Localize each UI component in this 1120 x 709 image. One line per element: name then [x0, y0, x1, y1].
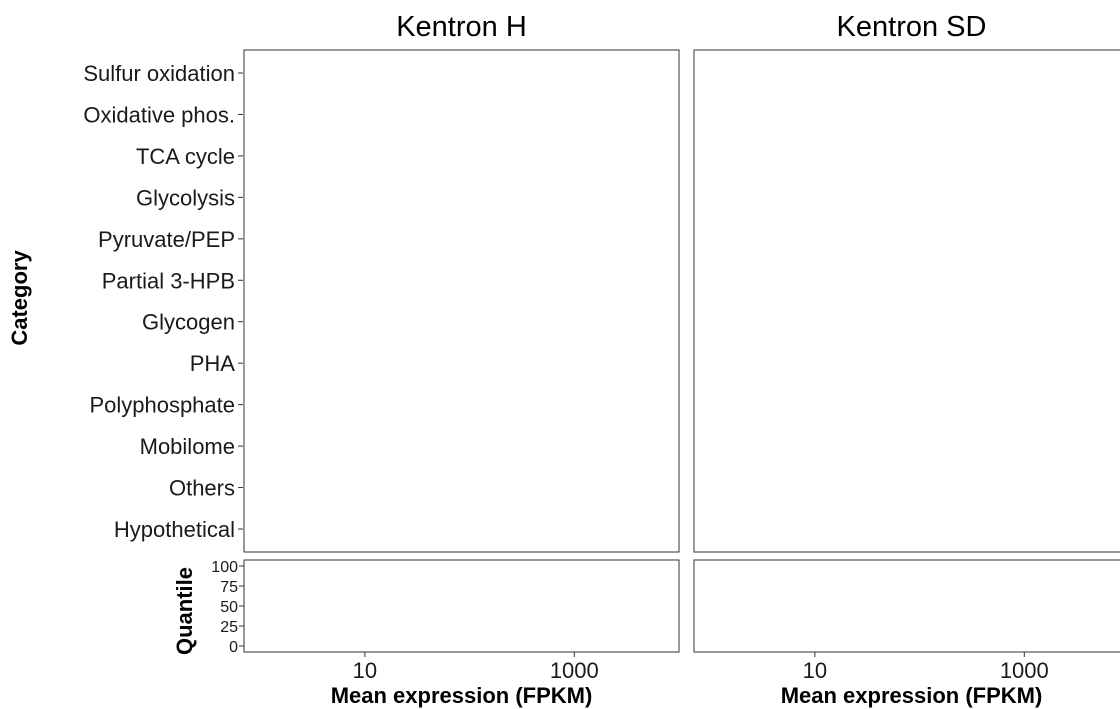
category-label: Others — [169, 476, 235, 501]
category-label: Glycolysis — [136, 185, 235, 210]
y-axis-title: Category — [7, 250, 32, 346]
category-label: Hypothetical — [114, 517, 235, 542]
facet-title: Kentron SD — [837, 11, 987, 43]
category-label: Pyruvate/PEP — [98, 227, 235, 252]
category-label: Oxidative phos. — [83, 102, 235, 127]
facet-title: Kentron H — [396, 11, 527, 43]
category-label: TCA cycle — [136, 144, 235, 169]
facet-panel: CSPFORPFORPEPCKphaBphasin — [243, 49, 680, 553]
panel-border — [243, 49, 680, 553]
category-labels: Sulfur oxidation Oxidative phos. TCA cycle… — [83, 61, 243, 542]
category-label: Polyphosphate — [89, 393, 235, 418]
quantile-axis-title: Quantile — [172, 567, 197, 655]
y-axis-title-group: Category Quantile — [7, 250, 197, 655]
category-label: Partial 3-HPB — [102, 268, 235, 293]
facet-panels: Kentron H CSPFORPFORPEPCKphaBphasin Kentro… — [243, 11, 1120, 553]
category-label: Mobilome — [140, 434, 235, 459]
category-label: PHA — [190, 351, 236, 376]
category-label: Glycogen — [142, 310, 235, 335]
category-label: Sulfur oxidation — [83, 61, 235, 86]
facet-panel: CSPFORPFORPEPCKphasinatoBphaB — [693, 49, 1120, 553]
